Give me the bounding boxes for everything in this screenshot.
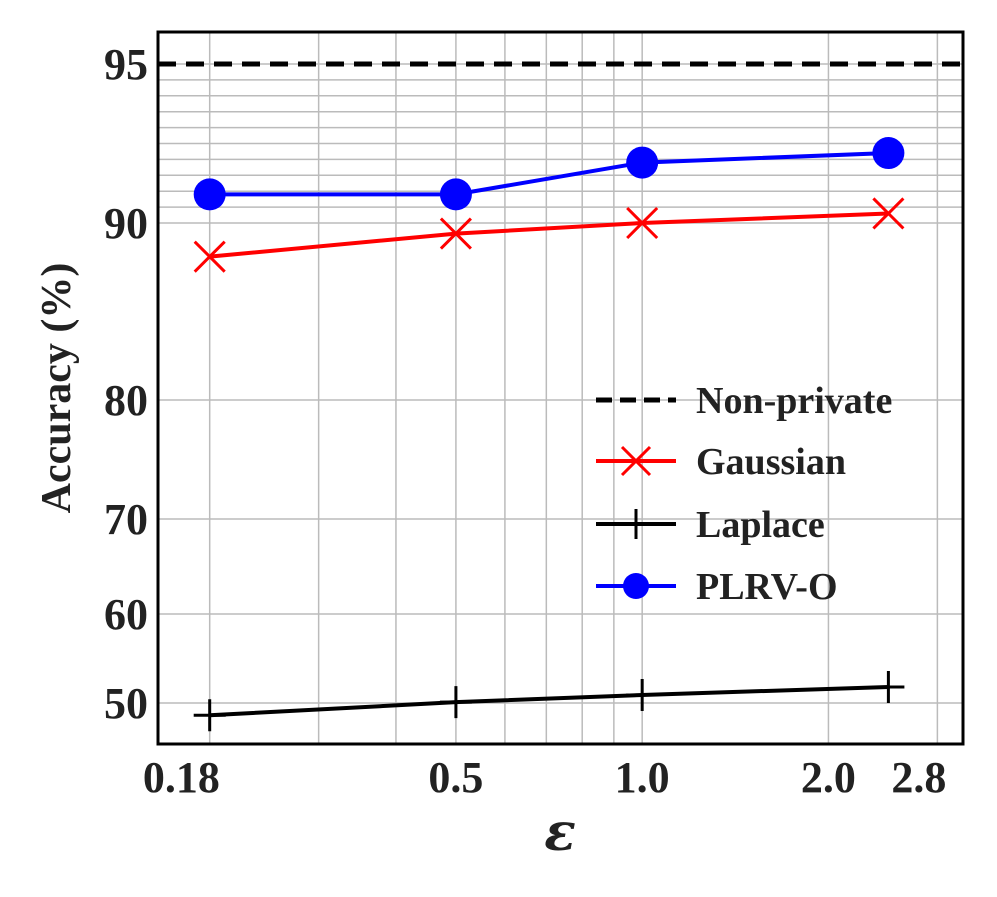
data-point-gaussian	[872, 197, 905, 230]
data-point-plrv-o	[439, 178, 472, 211]
legend-item-non-private: Non-private	[596, 380, 892, 422]
data-point-plrv-o	[193, 178, 226, 211]
legend-label-gaussian: Gaussian	[696, 441, 846, 483]
data-point-plrv-o	[872, 137, 905, 170]
x-tick-label: 0.18	[143, 753, 220, 802]
data-point-gaussian	[626, 206, 659, 240]
series-gaussian	[193, 197, 905, 273]
series-group	[158, 61, 963, 732]
plot-frame	[156, 30, 965, 746]
legend-item-plrv-o: PLRV-O	[596, 566, 838, 608]
series-laplace	[193, 670, 905, 732]
data-point-laplace	[872, 670, 905, 703]
y-tick-label: 50	[104, 679, 148, 728]
legend-item-gaussian: Gaussian	[596, 441, 846, 483]
x-axis-ticks: 0.18 0.5 1.0 2.0 2.8	[143, 753, 946, 802]
x-tick-label: 0.5	[428, 753, 483, 802]
data-point-gaussian	[193, 240, 226, 273]
data-point-laplace	[193, 699, 226, 732]
y-tick-label: 80	[104, 376, 148, 425]
x-tick-label: 1.0	[615, 753, 670, 802]
legend: Non-private Gaussian Laplace PLRV-O	[596, 380, 892, 608]
y-tick-label: 60	[104, 590, 148, 639]
legend-marker-gaussian	[620, 445, 652, 477]
grid	[158, 32, 963, 744]
data-point-plrv-o	[626, 146, 659, 179]
data-point-laplace	[439, 686, 472, 719]
y-tick-label: 95	[104, 40, 148, 89]
y-axis-ticks: 50 60 70 80 90 95	[104, 40, 148, 728]
legend-label-non-private: Non-private	[696, 380, 892, 422]
x-tick-label: 2.8	[891, 753, 946, 802]
y-tick-label: 70	[104, 495, 148, 544]
x-axis-title: ε	[544, 802, 576, 863]
legend-marker-plrv-o	[623, 573, 649, 599]
legend-marker-laplace	[624, 509, 648, 539]
y-axis-title: Accuracy (%)	[34, 263, 80, 514]
x-tick-label: 2.0	[801, 753, 856, 802]
series-plrv-o	[193, 137, 905, 211]
legend-label-plrv-o: PLRV-O	[696, 566, 838, 608]
data-point-laplace	[626, 678, 659, 711]
series-line-plrv-o	[209, 151, 889, 197]
series-line-laplace	[209, 684, 889, 718]
legend-label-laplace: Laplace	[696, 504, 825, 546]
legend-item-laplace: Laplace	[596, 504, 825, 546]
y-tick-label: 90	[104, 199, 148, 248]
series-line-gaussian	[209, 211, 889, 259]
data-point-gaussian	[439, 217, 472, 250]
